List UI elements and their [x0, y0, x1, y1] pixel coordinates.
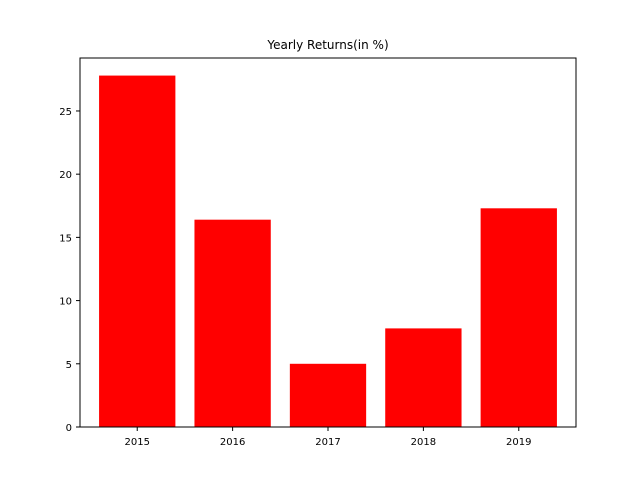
chart-title: Yearly Returns(in %)	[266, 38, 388, 52]
x-tick-label: 2017	[315, 437, 340, 448]
x-tick-label: 2015	[125, 437, 150, 448]
bar-2015	[99, 75, 176, 428]
x-axis: 2015 2016 2017 2018 2019	[125, 427, 531, 448]
y-tick-label: 15	[59, 233, 72, 244]
x-tick-label: 2019	[506, 437, 531, 448]
y-tick-label: 0	[66, 423, 72, 434]
plot-frame	[79, 57, 577, 428]
x-tick-label: 2016	[220, 437, 245, 448]
bar-2018	[385, 328, 462, 427]
y-tick-label: 25	[59, 107, 72, 118]
y-tick-label: 5	[66, 360, 72, 371]
bar-2019	[480, 208, 557, 427]
bar-2017	[289, 363, 367, 427]
y-axis: 0 5 10 15 20 25	[59, 107, 80, 434]
y-tick-label: 10	[59, 297, 72, 308]
bars-layer	[99, 75, 557, 428]
x-tick-label: 2018	[411, 437, 436, 448]
bar-2016	[194, 219, 271, 427]
y-tick-label: 20	[59, 170, 72, 181]
